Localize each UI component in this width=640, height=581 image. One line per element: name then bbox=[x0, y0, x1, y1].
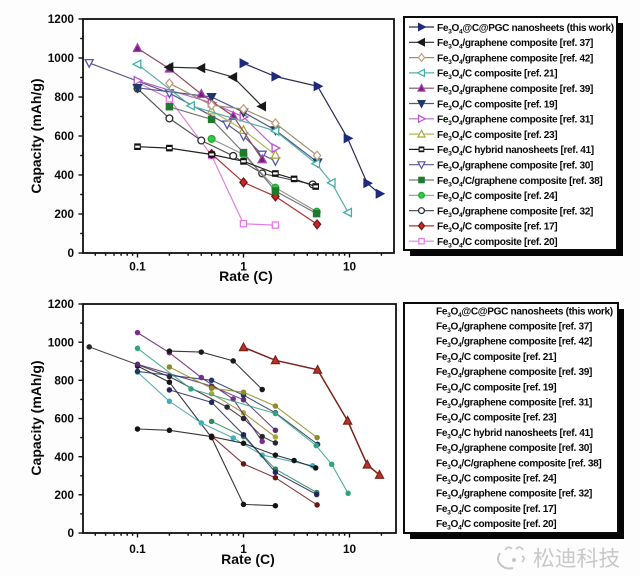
svg-text:Fe3O4@C@PGC nanosheets (this w: Fe3O4@C@PGC nanosheets (this work) bbox=[436, 306, 613, 319]
svg-text:0: 0 bbox=[67, 526, 74, 540]
svg-text:Fe3O4/C composite [ref. 20]: Fe3O4/C composite [ref. 20] bbox=[437, 237, 557, 250]
svg-text:Fe3O4/graphene composite [ref.: Fe3O4/graphene composite [ref. 31] bbox=[437, 115, 593, 128]
svg-text:1200: 1200 bbox=[48, 12, 75, 26]
svg-text:Fe3O4/graphene composite [ref.: Fe3O4/graphene composite [ref. 37] bbox=[437, 38, 593, 51]
svg-text:Fe3O4/C composite [ref. 20]: Fe3O4/C composite [ref. 20] bbox=[436, 519, 556, 532]
svg-text:400: 400 bbox=[54, 168, 74, 182]
svg-text:Fe3O4/graphene composite [ref.: Fe3O4/graphene composite [ref. 31] bbox=[436, 398, 592, 411]
svg-text:800: 800 bbox=[54, 374, 74, 388]
svg-text:200: 200 bbox=[54, 488, 74, 502]
svg-text:Fe3O4/graphene composite [ref.: Fe3O4/graphene composite [ref. 39] bbox=[437, 84, 593, 97]
svg-text:Fe3O4/C composite [ref. 17]: Fe3O4/C composite [ref. 17] bbox=[436, 504, 556, 517]
svg-text:Fe3O4/graphene composite [ref.: Fe3O4/graphene composite [ref. 32] bbox=[437, 206, 593, 219]
svg-text:Fe3O4/C/graphene composite [re: Fe3O4/C/graphene composite [ref. 38] bbox=[436, 458, 601, 471]
svg-text:Capacity (mAh/g): Capacity (mAh/g) bbox=[28, 78, 44, 193]
svg-text:Fe3O4/C composite [ref. 17]: Fe3O4/C composite [ref. 17] bbox=[437, 222, 557, 235]
svg-text:Fe3O4/C composite [ref. 19]: Fe3O4/C composite [ref. 19] bbox=[437, 99, 557, 112]
svg-text:600: 600 bbox=[54, 129, 74, 143]
svg-text:10: 10 bbox=[343, 542, 357, 556]
svg-text:Fe3O4/C composite [ref. 23]: Fe3O4/C composite [ref. 23] bbox=[437, 130, 557, 143]
svg-text:Fe3O4/C composite [ref. 24]: Fe3O4/C composite [ref. 24] bbox=[437, 191, 557, 204]
svg-text:0.1: 0.1 bbox=[129, 260, 146, 274]
svg-text:Rate (C): Rate (C) bbox=[219, 268, 273, 284]
svg-text:400: 400 bbox=[54, 450, 74, 464]
svg-text:1200: 1200 bbox=[48, 297, 75, 311]
svg-text:Fe3O4/graphene composite [ref.: Fe3O4/graphene composite [ref. 42] bbox=[437, 53, 593, 66]
svg-text:0.1: 0.1 bbox=[129, 542, 146, 556]
svg-text:1000: 1000 bbox=[48, 51, 75, 65]
svg-text:Fe3O4/C composite [ref. 21]: Fe3O4/C composite [ref. 21] bbox=[437, 69, 557, 82]
svg-text:Fe3O4/graphene composite [ref.: Fe3O4/graphene composite [ref. 42] bbox=[436, 337, 592, 350]
svg-text:0: 0 bbox=[67, 246, 74, 260]
svg-text:Fe3O4/C hybrid nanosheets [ref: Fe3O4/C hybrid nanosheets [ref. 41] bbox=[436, 428, 593, 441]
svg-text:Fe3O4/C hybrid nanosheets [ref: Fe3O4/C hybrid nanosheets [ref. 41] bbox=[437, 145, 594, 158]
svg-text:600: 600 bbox=[54, 412, 74, 426]
svg-text:Fe3O4/C/graphene composite [re: Fe3O4/C/graphene composite [ref. 38] bbox=[437, 176, 602, 189]
svg-text:10: 10 bbox=[343, 260, 357, 274]
svg-text:Fe3O4/graphene composite [ref.: Fe3O4/graphene composite [ref. 30] bbox=[437, 161, 593, 174]
svg-text:Fe3O4/graphene composite [ref.: Fe3O4/graphene composite [ref. 32] bbox=[436, 489, 592, 502]
svg-text:Fe3O4/graphene composite [ref.: Fe3O4/graphene composite [ref. 30] bbox=[436, 443, 592, 456]
svg-text:1000: 1000 bbox=[48, 335, 75, 349]
svg-text:1: 1 bbox=[240, 542, 247, 556]
svg-text:Fe3O4/graphene composite [ref.: Fe3O4/graphene composite [ref. 37] bbox=[436, 322, 592, 335]
svg-text:Fe3O4@C@PGC nanosheets (this w: Fe3O4@C@PGC nanosheets (this work) bbox=[437, 23, 614, 36]
svg-text:Rate (C): Rate (C) bbox=[221, 551, 275, 567]
svg-text:Fe3O4/C composite [ref. 23]: Fe3O4/C composite [ref. 23] bbox=[436, 413, 556, 426]
svg-text:800: 800 bbox=[54, 90, 74, 104]
svg-text:Fe3O4/C composite [ref. 21]: Fe3O4/C composite [ref. 21] bbox=[436, 352, 556, 365]
svg-text:Fe3O4/C composite [ref. 19]: Fe3O4/C composite [ref. 19] bbox=[436, 382, 556, 395]
svg-text:1: 1 bbox=[240, 260, 247, 274]
svg-text:Capacity (mAh/g): Capacity (mAh/g) bbox=[28, 360, 44, 475]
svg-text:Fe3O4/C composite [ref. 24]: Fe3O4/C composite [ref. 24] bbox=[436, 474, 556, 487]
svg-text:200: 200 bbox=[54, 207, 74, 221]
svg-text:Fe3O4/graphene composite [ref.: Fe3O4/graphene composite [ref. 39] bbox=[436, 367, 592, 380]
